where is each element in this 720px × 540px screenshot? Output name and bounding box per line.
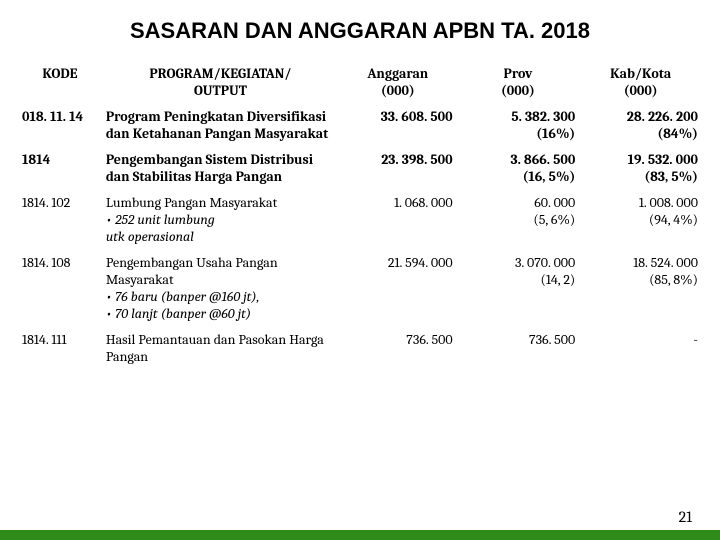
th-kab: Kab/Kota(000) [579,62,702,105]
th-prov: Prov(000) [457,62,580,105]
cell-kode: 1814 [18,148,102,191]
cell-desc: Lumbung Pangan Masyarakat• 252 unit lumb… [102,191,339,251]
cell-anggaran: 1. 068. 000 [339,191,457,251]
cell-prov: 3. 866. 500(16, 5%) [457,148,580,191]
footer-band [0,530,720,540]
table-row: 1814Pengembangan Sistem Distribusi dan S… [18,148,702,191]
cell-desc: Pengembangan Usaha Pangan Masyarakat• 76… [102,251,339,328]
cell-kode: 1814. 111 [18,328,102,371]
cell-kab: 1. 008. 000(94, 4%) [579,191,702,251]
th-program: PROGRAM/KEGIATAN/OUTPUT [102,62,339,105]
page-number: 21 [679,508,692,526]
table-header-row: KODE PROGRAM/KEGIATAN/OUTPUT Anggaran(00… [18,62,702,105]
cell-anggaran: 33. 608. 500 [339,105,457,148]
page-title: SASARAN DAN ANGGARAN APBN TA. 2018 [0,0,720,44]
cell-kode: 018. 11. 14 [18,105,102,148]
cell-prov: 5. 382. 300(16%) [457,105,580,148]
cell-prov: 3. 070. 000(14, 2) [457,251,580,328]
cell-desc: Hasil Pemantauan dan Pasokan Harga Panga… [102,328,339,371]
table-row: 1814. 102Lumbung Pangan Masyarakat• 252 … [18,191,702,251]
budget-table: KODE PROGRAM/KEGIATAN/OUTPUT Anggaran(00… [18,62,702,371]
th-anggaran: Anggaran(000) [339,62,457,105]
cell-kab: 19. 532. 000(83, 5%) [579,148,702,191]
cell-anggaran: 736. 500 [339,328,457,371]
cell-anggaran: 23. 398. 500 [339,148,457,191]
cell-prov: 60. 000(5, 6%) [457,191,580,251]
cell-kab: 18. 524. 000(85, 8%) [579,251,702,328]
cell-kode: 1814. 102 [18,191,102,251]
table-row: 1814. 108Pengembangan Usaha Pangan Masya… [18,251,702,328]
cell-prov: 736. 500 [457,328,580,371]
cell-anggaran: 21. 594. 000 [339,251,457,328]
cell-desc: Pengembangan Sistem Distribusi dan Stabi… [102,148,339,191]
table-row: 1814. 111Hasil Pemantauan dan Pasokan Ha… [18,328,702,371]
th-kode: KODE [18,62,102,105]
cell-desc: Program Peningkatan Diversifikasi dan Ke… [102,105,339,148]
table-row: 018. 11. 14Program Peningkatan Diversifi… [18,105,702,148]
cell-kab: - [579,328,702,371]
cell-kab: 28. 226. 200(84%) [579,105,702,148]
cell-kode: 1814. 108 [18,251,102,328]
